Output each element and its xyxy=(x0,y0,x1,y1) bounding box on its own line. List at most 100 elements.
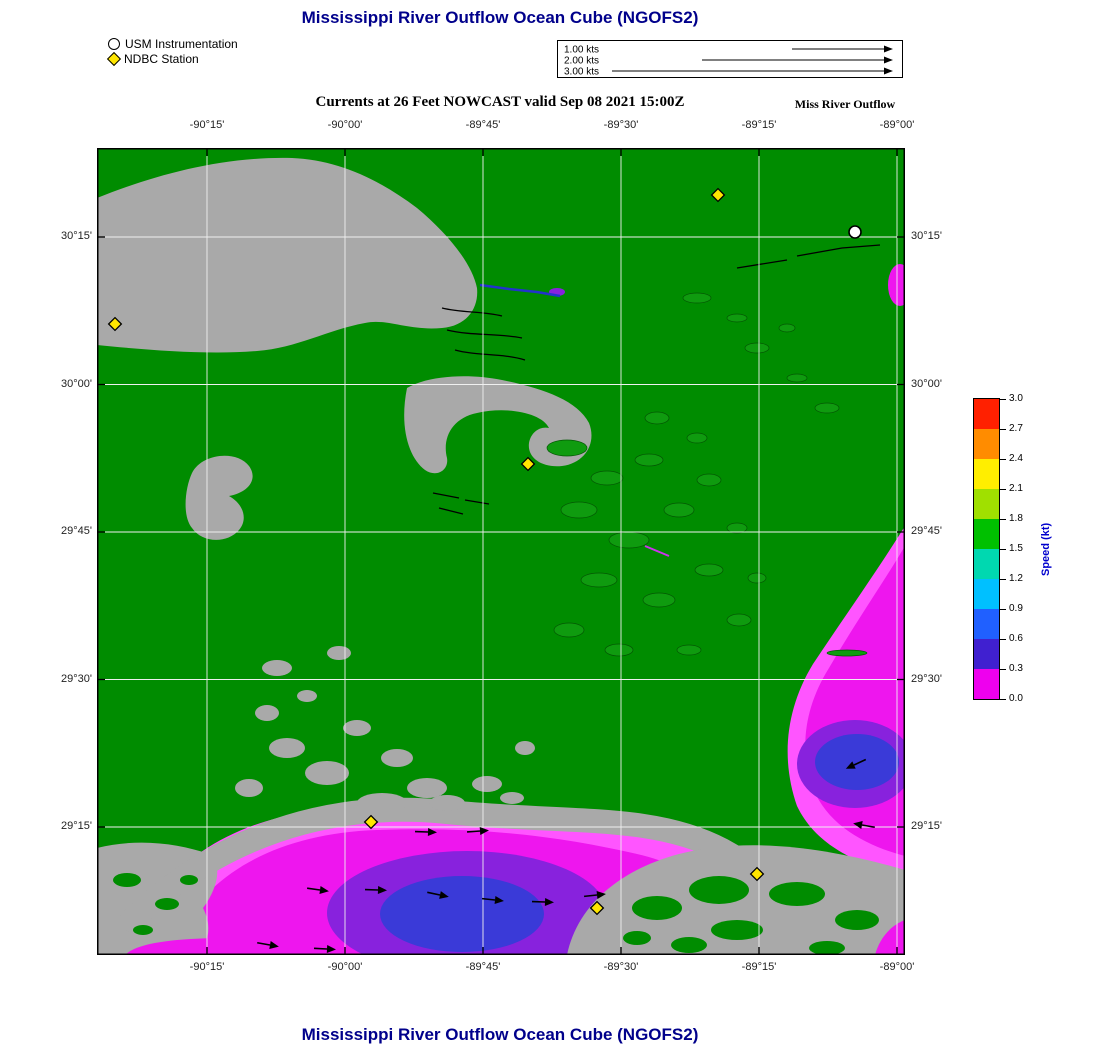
scale-arrow-icon xyxy=(884,67,893,75)
ndbc-station-marker xyxy=(520,456,536,472)
lon-tick-label-bottom: -89°15' xyxy=(741,961,777,973)
colorbar-segment xyxy=(974,459,999,489)
colorbar-tick-label: 0.9 xyxy=(1009,603,1023,614)
colorbar-tick-label: 0.3 xyxy=(1009,663,1023,674)
station-markers xyxy=(107,187,862,916)
colorbar-segment xyxy=(974,519,999,549)
colorbar-tick xyxy=(1000,668,1006,670)
colorbar-tick xyxy=(1000,518,1006,520)
colorbar-tick-label: 1.5 xyxy=(1009,543,1023,554)
scale-arrow-icon xyxy=(884,56,893,64)
scale-arrow-icon xyxy=(884,45,893,53)
colorbar-segment xyxy=(974,549,999,579)
ndbc-station-marker xyxy=(749,866,765,882)
colorbar-tick-label: 2.7 xyxy=(1009,423,1023,434)
lon-tick-label-bottom: -90°15' xyxy=(189,961,225,973)
colorbar-tick xyxy=(1000,608,1006,610)
lat-tick-label-left: 30°15' xyxy=(61,230,92,242)
lon-tick-label-top: -89°15' xyxy=(741,119,777,131)
colorbar-tick-label: 1.2 xyxy=(1009,573,1023,584)
ndbc-station-marker xyxy=(710,187,726,203)
colorbar-segment xyxy=(974,489,999,519)
current-arrow xyxy=(257,941,279,949)
grid-lines xyxy=(97,148,905,955)
scale-label: 2.00 kts xyxy=(564,56,599,67)
colorbar-tick-label: 0.6 xyxy=(1009,633,1023,644)
page-title-bottom: Mississippi River Outflow Ocean Cube (NG… xyxy=(301,1025,699,1044)
map-area xyxy=(97,148,913,975)
lat-tick-label-right: 29°15' xyxy=(911,820,942,832)
usm-station-marker xyxy=(848,225,862,239)
lon-tick-label-top: -90°15' xyxy=(189,119,225,131)
speed-overlays xyxy=(125,920,905,955)
lat-tick-label-right: 30°00' xyxy=(911,377,942,390)
colorbar-tick xyxy=(1000,398,1006,400)
scale-label: 1.00 kts xyxy=(564,45,599,56)
colorbar-tick xyxy=(1000,638,1006,640)
region-label: Miss River Outflow xyxy=(794,97,896,111)
colorbar-tick-label: 2.1 xyxy=(1009,483,1023,494)
delta-green-patches xyxy=(113,873,879,955)
plot-subtitle: Currents at 26 Feet NOWCAST valid Sep 08… xyxy=(315,94,685,110)
lon-tick-label-top: -89°45' xyxy=(465,119,501,131)
lat-tick-label-left: 29°15' xyxy=(61,820,92,832)
map-canvas xyxy=(97,148,913,975)
current-arrow xyxy=(853,821,875,829)
marsh-texture xyxy=(546,292,868,657)
current-arrow xyxy=(845,758,867,769)
lat-tick-label-left: 30°00' xyxy=(61,377,92,390)
velocity-scale-box: 1.00 kts 2.00 kts 3.00 kts xyxy=(557,40,903,78)
lat-tick-label-right: 30°15' xyxy=(911,230,942,242)
page-title: Mississippi River Outflow Ocean Cube (NG… xyxy=(301,8,699,27)
usm-marker-icon xyxy=(108,37,120,50)
lon-tick-label-bottom: -90°00' xyxy=(327,961,363,973)
lon-tick-label-top: -89°00' xyxy=(879,119,915,131)
lat-tick-label-right: 29°45' xyxy=(911,525,942,537)
legend-ndbc-row: NDBC Station xyxy=(106,51,238,66)
colorbar-segment xyxy=(974,429,999,459)
ndbc-station-marker xyxy=(589,900,605,916)
colorbar-segment xyxy=(974,399,999,429)
legend-usm-row: USM Instrumentation xyxy=(108,36,238,51)
colorbar-title: Speed (kt) xyxy=(1040,522,1052,576)
colorbar-tick xyxy=(1000,548,1006,550)
colorbar-tick-label: 3.0 xyxy=(1009,393,1023,404)
current-arrow xyxy=(307,886,329,894)
current-arrow xyxy=(583,891,606,899)
ndbc-station-marker xyxy=(107,316,123,332)
lat-tick-label-right: 29°30' xyxy=(911,672,942,685)
colorbar-tick xyxy=(1000,458,1006,460)
lon-tick-label-top: -90°00' xyxy=(327,119,363,131)
lon-tick-label-bottom: -89°00' xyxy=(879,961,915,973)
ndbc-station-marker xyxy=(363,814,379,830)
colorbar-tick-label: 1.8 xyxy=(1009,513,1023,524)
current-arrow xyxy=(414,828,437,836)
colorbar-segment xyxy=(974,639,999,669)
marsh-patches xyxy=(235,646,535,813)
colorbar-tick xyxy=(1000,488,1006,490)
colorbar: 3.0 2.7 2.4 2.1 1.8 1.5 1.2 0.9 0.6 0.3 0.0 xyxy=(973,393,1043,704)
colorbar-segment xyxy=(974,579,999,609)
colorbar-tick-label: 2.4 xyxy=(1009,453,1023,464)
map-frame xyxy=(97,148,905,955)
legend-ndbc-label: NDBC Station xyxy=(124,51,199,66)
ndbc-marker-icon xyxy=(106,51,122,66)
current-arrow xyxy=(427,891,449,899)
current-arrow xyxy=(364,886,387,894)
current-arrow xyxy=(313,945,336,953)
lon-tick-label-bottom: -89°45' xyxy=(465,961,501,973)
colorbar-tick xyxy=(1000,428,1006,430)
colorbar-segment xyxy=(974,669,999,699)
colorbar-tick xyxy=(1000,698,1006,700)
colorbar-tick-label: 0.0 xyxy=(1009,693,1023,704)
lat-tick-label-left: 29°30' xyxy=(61,672,92,685)
land-areas xyxy=(97,157,905,967)
colorbar-gradient xyxy=(973,398,1000,700)
colorbar-tick xyxy=(1000,578,1006,580)
current-vector-arrows xyxy=(257,758,875,953)
lat-tick-label-left: 29°45' xyxy=(61,525,92,537)
scale-label: 3.00 kts xyxy=(564,67,599,77)
channel-lines xyxy=(432,244,881,557)
